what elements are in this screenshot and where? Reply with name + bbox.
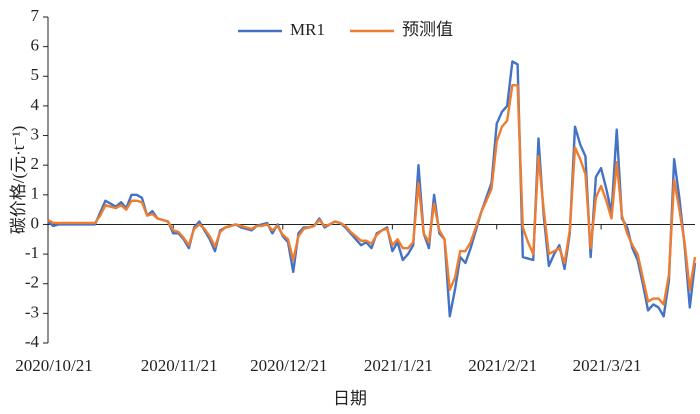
legend-label: MR1 — [290, 20, 325, 39]
x-tick-label: 2021/2/21 — [468, 356, 537, 375]
x-tick-label: 2020/12/21 — [250, 356, 327, 375]
x-tick-label: 2021/3/21 — [573, 356, 642, 375]
y-tick-label: -4 — [25, 332, 40, 351]
y-tick-label: 1 — [31, 184, 40, 203]
y-tick-label: 0 — [31, 213, 40, 232]
y-tick-label: 3 — [31, 124, 40, 143]
x-axis-label: 日期 — [333, 389, 367, 408]
y-tick-label: 4 — [31, 95, 40, 114]
y-axis-label: 碳价格/(元·t⁻¹) — [9, 126, 28, 235]
series-line — [47, 83, 697, 306]
y-tick-label: -1 — [25, 243, 39, 262]
x-tick-label: 2020/10/21 — [15, 356, 92, 375]
y-tick-label: 2 — [31, 154, 40, 173]
y-tick-label: -3 — [25, 302, 39, 321]
y-tick-label: 5 — [31, 65, 40, 84]
x-tick-label: 2021/1/21 — [364, 356, 433, 375]
x-tick-label: 2020/11/21 — [141, 356, 218, 375]
series-line — [47, 60, 697, 318]
y-tick-label: 7 — [31, 6, 40, 25]
legend-label: 预测值 — [402, 20, 453, 39]
y-tick-label: -2 — [25, 273, 39, 292]
y-tick-label: 6 — [31, 36, 40, 55]
